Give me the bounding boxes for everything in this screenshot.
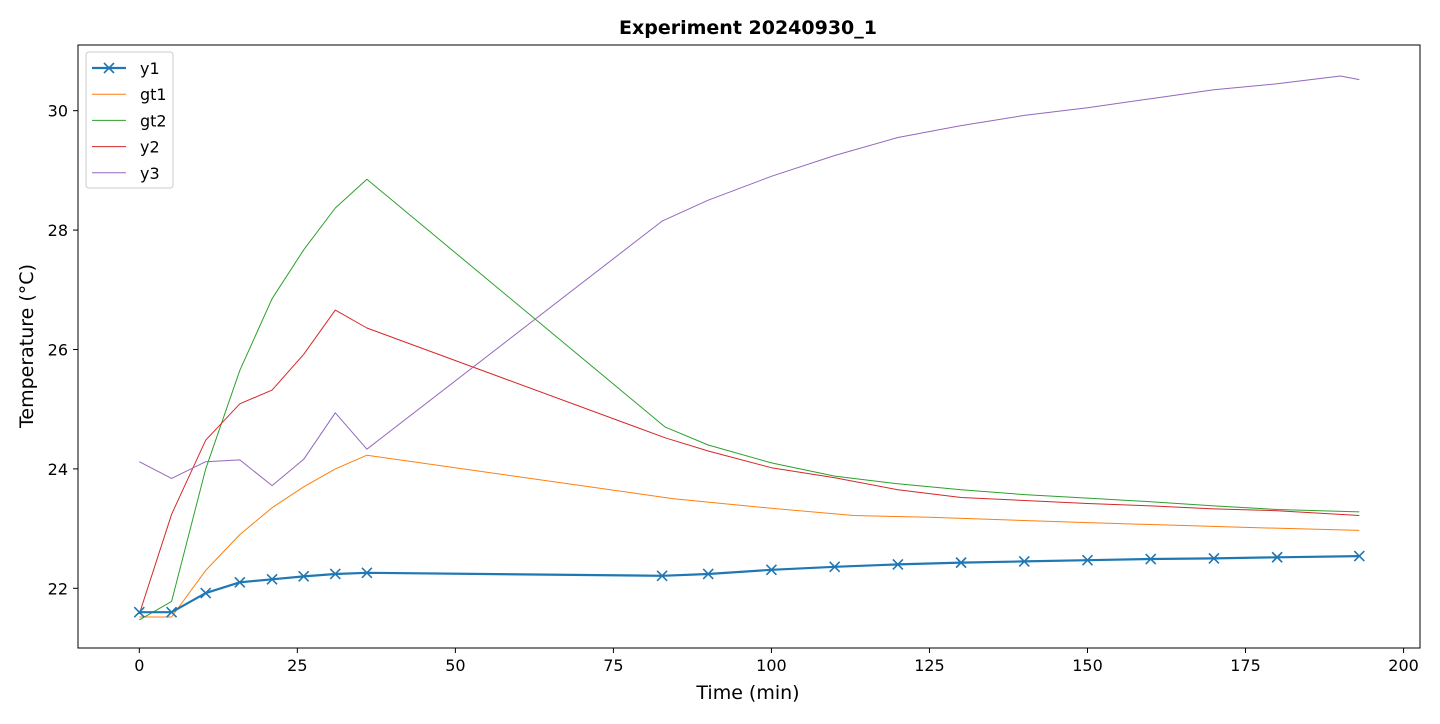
x-axis-ticks: 0 25 50 75 100 125 150 175 200 [134, 648, 1419, 675]
x-tick-label: 200 [1388, 656, 1419, 675]
data-point-y1 [1081, 554, 1094, 566]
y-tick-label: 28 [48, 221, 68, 240]
y-tick-label: 22 [48, 579, 68, 598]
data-point-y1 [702, 568, 714, 580]
legend-item-gt1: gt1 [92, 85, 167, 104]
legend-box [85, 51, 174, 189]
data-point-y1 [266, 573, 278, 585]
plot-frame [77, 44, 1421, 649]
x-tick-label: 125 [914, 656, 945, 675]
y-tick-label: 30 [48, 102, 68, 121]
data-point-y1 [200, 587, 212, 599]
x-tick-label: 75 [603, 656, 623, 675]
x-tick-label: 25 [287, 656, 307, 675]
data-point-y1 [1353, 550, 1365, 562]
series-line-gt2 [139, 178, 1360, 621]
plot-area [133, 75, 1365, 621]
data-point-y1 [1271, 551, 1283, 563]
series-line-y3 [139, 75, 1360, 487]
legend-item-y2: y2 [92, 138, 160, 157]
legend: y1 gt1 gt2 y2 y3 [85, 51, 174, 189]
y-tick-label: 24 [48, 460, 68, 479]
data-point-y1 [361, 567, 373, 579]
series-line-y1 [139, 555, 1360, 614]
data-point-y1 [329, 568, 341, 580]
data-point-y1 [765, 564, 778, 576]
data-point-y1 [298, 570, 310, 582]
data-point-y1 [1018, 555, 1030, 567]
legend-item-y3: y3 [92, 164, 160, 183]
legend-label: y2 [140, 138, 160, 157]
series-line-y2 [138, 309, 1360, 615]
y-tick-label: 26 [48, 340, 68, 359]
series-line-gt1 [139, 454, 1360, 618]
legend-label: gt1 [140, 85, 167, 104]
legend-label: y1 [140, 59, 160, 78]
legend-label: gt2 [140, 111, 167, 130]
data-point-y1 [955, 557, 967, 569]
data-point-y1 [1145, 553, 1157, 565]
data-point-y1 [133, 606, 145, 618]
legend-item-y1: y1 [92, 59, 160, 78]
data-point-y1 [234, 576, 246, 588]
x-tick-label: 100 [756, 656, 787, 675]
data-point-y1 [892, 558, 904, 570]
x-tick-label: 150 [1072, 656, 1103, 675]
x-tick-label: 175 [1230, 656, 1261, 675]
x-tick-label: 50 [445, 656, 465, 675]
y-axis-label: Temperature (°C) [16, 264, 38, 429]
data-point-y1 [829, 561, 841, 573]
legend-label: y3 [140, 164, 160, 183]
data-point-y1 [1208, 552, 1220, 565]
y-axis-ticks: 22 24 26 28 30 [48, 102, 78, 598]
chart-title: Experiment 20240930_1 [619, 17, 877, 39]
x-axis-label: Time (min) [695, 682, 799, 704]
x-tick-label: 0 [134, 656, 144, 675]
legend-item-gt2: gt2 [92, 111, 167, 130]
data-point-y1 [656, 570, 668, 582]
data-point-y1 [165, 606, 178, 618]
